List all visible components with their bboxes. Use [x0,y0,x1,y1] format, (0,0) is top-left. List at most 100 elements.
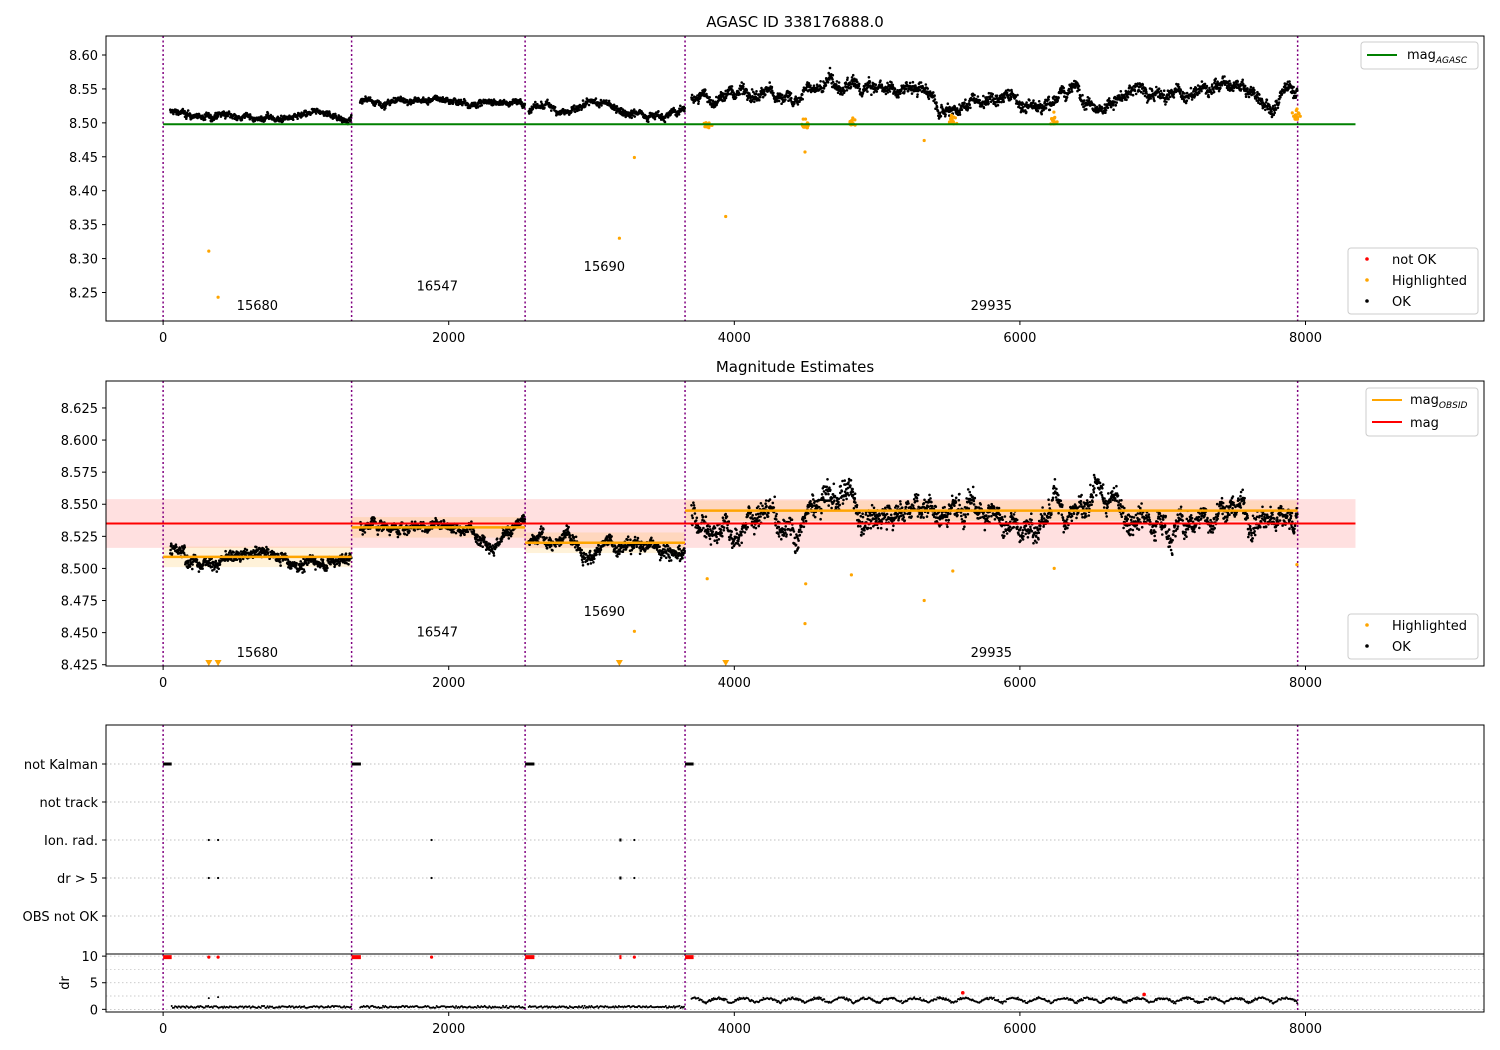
agasc-ok-point [641,112,645,115]
estimates-ok-point [472,529,476,533]
agasc-ok-point [715,95,718,99]
agasc-ok-point [1277,101,1281,104]
agasc-highlight-point [1290,111,1294,115]
agasc-ok-point [1028,99,1031,102]
agasc-ok-point [368,96,372,99]
agasc-ok-point [1184,101,1188,105]
estimates-ok-point [344,552,348,555]
agasc-ok-point [605,99,608,102]
estimates-ok-point [573,546,577,549]
estimates-ok-point [568,534,572,537]
agasc-ok-point [623,109,627,113]
estimates-ok-point [454,531,458,535]
agasc-ok-point [245,111,249,115]
agasc-ytick-label: 8.45 [69,151,98,166]
agasc-highlight-point [617,236,622,240]
agasc-ok-point [598,105,601,109]
agasc-ok-point [835,80,839,83]
estimates-ok-point [175,545,178,549]
agasc-ok-point [536,103,539,106]
agasc-ok-point [772,91,775,95]
estimates-ok-point [325,569,328,572]
estimates-ok-point [279,564,282,567]
estimates-ok-point [321,558,325,562]
agasc-ok-point [893,87,897,91]
agasc-ok-point [480,104,484,107]
agasc-ok-point [1214,77,1217,81]
agasc-ok-point [822,87,826,90]
agasc-ok-point [919,81,923,84]
estimates-ok-point [170,552,174,555]
agasc-ok-point [624,115,627,119]
agasc-ok-point [1115,101,1118,104]
estimates-ok-point [442,520,446,523]
agasc-ok-point [837,81,841,84]
agasc-ok-point [812,84,816,87]
estimates-ok-point [510,532,514,535]
agasc-ok-point [647,120,650,123]
agasc-ok-point [985,96,989,99]
legend-label: Highlighted [1392,274,1467,289]
agasc-ok-point [632,108,636,111]
agasc-ok-point [870,93,873,96]
agasc-ok-point [764,93,767,96]
agasc-ok-point [550,109,553,112]
agasc-ok-point [690,93,694,97]
agasc-ok-point [1155,85,1158,89]
estimates-ok-point [479,544,482,547]
agasc-ok-point [874,83,878,86]
agasc-ok-point [1141,83,1145,87]
agasc-ok-point [990,95,994,98]
agasc-ok-point [459,98,463,102]
agasc-ok-point [1157,87,1161,90]
agasc-ok-point [600,104,603,107]
agasc-ok-point [1127,92,1130,96]
estimates-ok-point [245,548,249,552]
agasc-ok-point [522,106,526,109]
agasc-ok-point [828,66,832,70]
agasc-ok-point [916,95,919,99]
agasc-ok-point [1292,85,1295,89]
agasc-highlight-point [1050,117,1054,121]
estimates-ok-point [255,545,258,549]
agasc-ok-point [615,105,619,108]
agasc-ok-point [964,98,967,101]
agasc-ok-point [1016,93,1019,97]
agasc-ok-point [856,80,859,84]
estimates-ok-point [545,547,549,550]
agasc-highlight-point [706,125,710,129]
estimates-ok-point [280,551,284,555]
agasc-ok-point [422,96,425,99]
agasc-ok-point [520,101,523,104]
agasc-ok-point [683,109,686,113]
agasc-ok-point [697,102,700,105]
agasc-frame [105,35,1485,322]
legend-label: OK [1392,295,1411,310]
estimates-ok-point [541,531,544,534]
agasc-ok-point [933,94,936,97]
agasc-ok-point [1150,89,1154,93]
estimates-ok-point [551,549,554,552]
agasc-ok-point [935,101,938,104]
estimates-ok-point [413,529,417,532]
agasc-highlight-point [1052,116,1057,120]
estimates-ok-point [439,520,443,523]
agasc-ok-point [1185,91,1189,95]
agasc-ok-point [1177,85,1181,89]
agasc-ok-point [978,99,982,102]
agasc-ok-point [1162,93,1166,97]
agasc-ok-point [991,92,994,96]
estimates-ok-point [495,537,499,540]
agasc-ok-point [1276,106,1280,110]
estimates-ok-point [452,530,456,534]
agasc-ok-point [987,102,990,105]
estimates-ok-point [294,564,298,567]
agasc-ok-point [281,119,285,123]
agasc-ok-point [734,96,738,99]
agasc-ok-point [924,83,928,86]
agasc-ok-point [328,112,332,115]
agasc-ok-point [742,82,745,86]
agasc-ok-point [1107,97,1111,100]
agasc-ok-point [1177,83,1180,86]
estimates-ok-point [338,562,342,565]
